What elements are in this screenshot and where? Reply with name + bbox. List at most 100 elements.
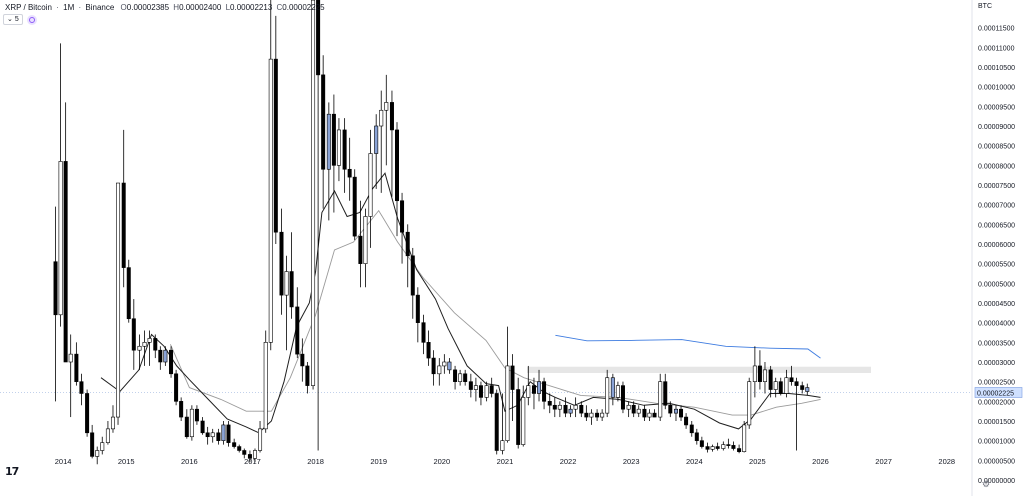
candle [605, 369, 610, 418]
candle-body [347, 168, 352, 178]
candle [379, 90, 384, 193]
candle [389, 90, 394, 197]
x-tick-label: 2020 [433, 457, 450, 466]
gear-icon[interactable]: ⚙ [982, 479, 991, 489]
candle [247, 450, 252, 463]
candle [437, 358, 442, 386]
candle [100, 436, 105, 455]
candle [747, 377, 752, 429]
candle [762, 362, 767, 394]
candle-body [610, 377, 615, 398]
candle [626, 401, 631, 418]
candle [252, 448, 257, 463]
candle-body [784, 377, 789, 394]
candle [489, 377, 494, 398]
y-tick-label: 0.00007500 [978, 183, 1015, 190]
candle [226, 421, 231, 447]
candle-body [184, 416, 189, 438]
indicator-settings-icon[interactable] [26, 14, 37, 25]
candle [331, 94, 336, 213]
y-tick-label: 0.00001000 [978, 439, 1015, 446]
candle [463, 369, 468, 386]
candle-body [126, 267, 131, 320]
candle [458, 369, 463, 386]
x-tick-label: 2021 [497, 457, 514, 466]
high-value: 0.00002400 [179, 3, 222, 12]
candle [589, 409, 594, 425]
candle [342, 118, 347, 193]
x-tick-label: 2016 [181, 457, 198, 466]
candle-body [726, 444, 731, 446]
candle [757, 350, 762, 390]
candle-body [573, 404, 578, 410]
candle [284, 255, 289, 351]
open-label: O [120, 3, 127, 12]
candle [542, 377, 547, 410]
x-tick-label: 2023 [623, 457, 640, 466]
candle-body [805, 387, 810, 392]
legend-controls: ⌄ 5 [3, 14, 37, 25]
candle [273, 15, 278, 244]
candle [316, 0, 321, 451]
candle [405, 224, 410, 288]
candle-body [658, 381, 663, 418]
candle-body [311, 0, 316, 386]
candle-body [552, 404, 557, 410]
candle-body [584, 412, 589, 418]
candle [368, 129, 373, 248]
candle-body [210, 432, 215, 438]
last-price-badge [974, 387, 1023, 398]
candle [694, 428, 699, 445]
candle-body [110, 416, 115, 430]
candle [384, 74, 389, 166]
y-tick-label: 0.00010000 [978, 85, 1015, 92]
candle-body [163, 349, 168, 363]
candle-body [531, 385, 536, 394]
candle [263, 330, 268, 433]
candle-body [710, 446, 715, 450]
candle-body [768, 369, 773, 390]
candle-body [169, 349, 174, 375]
candle [595, 409, 600, 421]
candle [778, 377, 783, 396]
candle [216, 428, 221, 445]
y-tick-label: 0.00011500 [978, 26, 1015, 33]
candle-body [800, 385, 805, 390]
candle [116, 182, 121, 425]
candle [95, 446, 100, 465]
candle-body [158, 349, 163, 363]
candle-body [174, 373, 179, 402]
candle-body [384, 102, 389, 111]
symbol-pair: XRP / Bitcoin [5, 3, 52, 12]
close-label: C [276, 3, 283, 12]
candle-body [547, 401, 552, 406]
candle-body [232, 442, 237, 447]
candle-body [263, 342, 268, 430]
candle-body [431, 357, 436, 375]
candle-body [147, 338, 152, 343]
x-tick-label: 2015 [118, 457, 135, 466]
candle [85, 389, 90, 437]
ma-fast-line [100, 172, 821, 434]
candle-body [468, 381, 473, 390]
x-tick-label: 2014 [55, 457, 72, 466]
candle [268, 0, 273, 351]
candle [752, 346, 757, 398]
candle [347, 137, 352, 201]
y-tick-label: 0.00002500 [978, 380, 1015, 387]
candle-body [589, 412, 594, 418]
candle [295, 287, 300, 359]
candle-body [747, 381, 752, 426]
candle-body [53, 261, 58, 316]
candle-body [68, 353, 73, 363]
candle-body [494, 393, 499, 451]
candle-body [652, 412, 657, 418]
candle [557, 401, 562, 418]
candle-body [521, 397, 526, 445]
candle [79, 373, 84, 406]
collapse-legend-button[interactable]: ⌄ 5 [3, 14, 23, 25]
y-tick-label: 0.00011000 [978, 45, 1015, 52]
candle-body [505, 365, 510, 441]
